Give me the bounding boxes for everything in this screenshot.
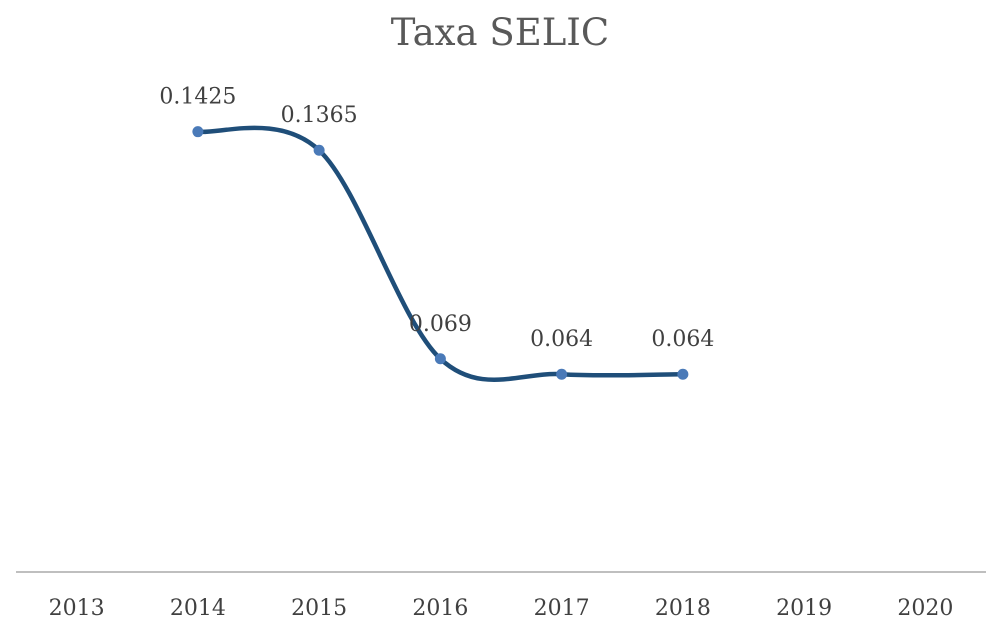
x-tick-labels: 2013 2014 2015 2016 2017 2018 2019 2020 — [49, 596, 954, 621]
x-tick-label: 2020 — [897, 596, 953, 621]
data-point-marker — [192, 126, 204, 138]
data-point-marker — [434, 353, 446, 365]
x-tick-label: 2017 — [534, 596, 590, 621]
data-label: 0.064 — [530, 327, 593, 352]
series-markers — [192, 126, 689, 380]
x-tick-label: 2016 — [412, 596, 468, 621]
data-label: 0.1425 — [159, 85, 236, 110]
x-tick-label: 2014 — [170, 596, 226, 621]
data-label: 0.064 — [651, 327, 714, 352]
series-line — [195, 125, 686, 382]
x-tick-label: 2015 — [291, 596, 347, 621]
data-point-marker — [313, 144, 325, 156]
data-labels: 0.1425 0.1365 0.069 0.064 0.064 — [159, 85, 714, 353]
data-label: 0.069 — [409, 312, 472, 337]
x-tick-label: 2018 — [655, 596, 711, 621]
data-label: 0.1365 — [281, 103, 358, 128]
data-point-marker — [677, 368, 689, 380]
data-point-marker — [556, 368, 568, 380]
x-tick-label: 2019 — [776, 596, 832, 621]
x-tick-label: 2013 — [49, 596, 105, 621]
chart-title: Taxa SELIC — [391, 11, 609, 54]
